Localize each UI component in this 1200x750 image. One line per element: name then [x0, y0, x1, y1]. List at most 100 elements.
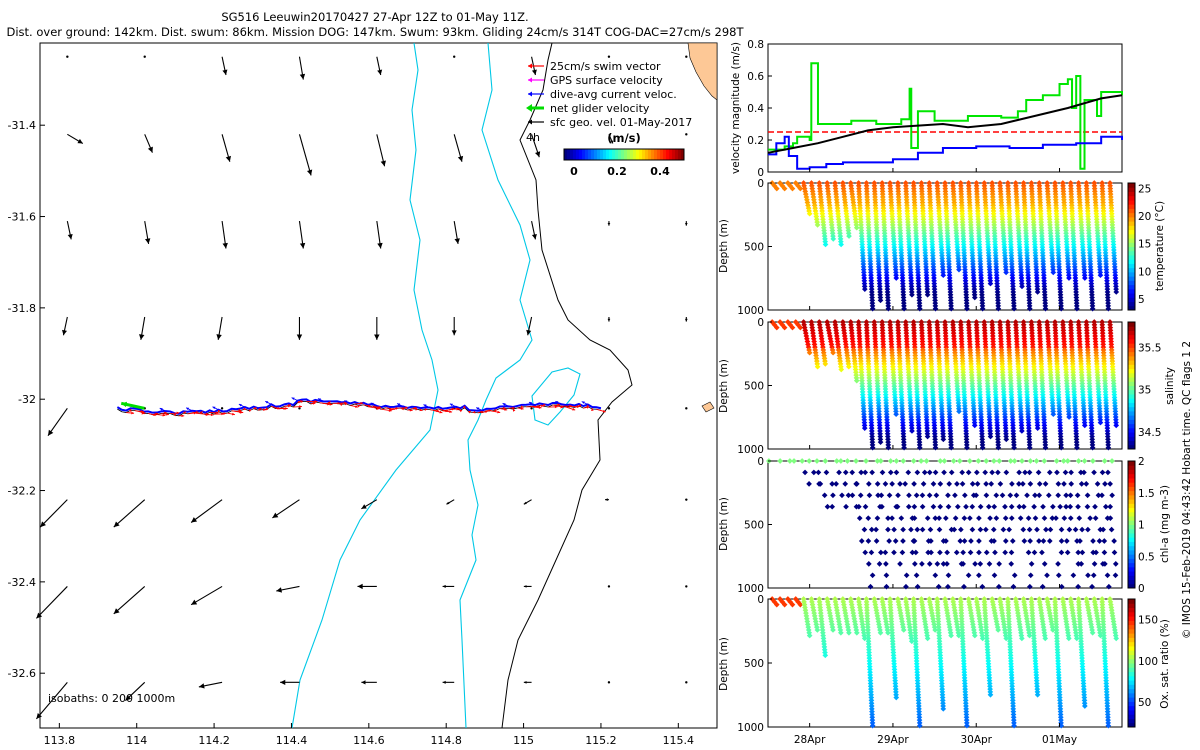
cbar-swatch — [633, 149, 637, 160]
oxygen-section-cbar-swatch — [1128, 680, 1135, 685]
current-arrow — [221, 56, 228, 76]
profile-point — [924, 291, 931, 298]
oxygen-section-cbar-swatch — [1128, 650, 1135, 655]
oxygen-section-cbar-swatch — [1128, 654, 1135, 660]
dac-vector — [370, 402, 377, 407]
map-xtick-label: 115 — [513, 734, 534, 747]
profile-point — [885, 305, 892, 312]
cbar-swatch — [609, 149, 613, 160]
current-arrow — [357, 583, 377, 590]
swim-vector — [462, 405, 466, 410]
swim-vector — [586, 404, 590, 408]
dac-vector — [291, 397, 298, 402]
chla-section-cbar-tick: 1 — [1138, 520, 1145, 532]
current-dot — [607, 407, 611, 410]
oxygen-section-cbar-swatch — [1128, 688, 1135, 694]
swim-vector — [238, 408, 242, 412]
velocity-series-0 — [768, 62, 1123, 170]
current-dot — [607, 585, 611, 588]
current-arrow — [39, 499, 68, 528]
swim-vector — [543, 403, 546, 407]
profile-point — [822, 241, 829, 248]
swim-vector — [415, 407, 418, 411]
current-arrow — [198, 681, 223, 689]
cbar-swatch — [588, 149, 592, 160]
dac-vector — [212, 406, 219, 411]
oxygen-section-ytick-label: 1000 — [737, 722, 764, 734]
current-arrow — [298, 56, 306, 80]
swim-vector — [139, 409, 144, 413]
cbar-swatch — [627, 149, 631, 160]
cbar-swatch — [606, 149, 610, 160]
header-line-1: SG516 Leeuwin20170427 27-Apr 12Z to 01-M… — [221, 10, 528, 24]
salinity-section-cbar-swatch — [1128, 427, 1135, 433]
legend-dac-head — [528, 91, 532, 97]
chla-section-cbar-swatch — [1128, 482, 1135, 487]
chla-section-cbar-swatch — [1128, 469, 1135, 475]
temp-cbar-label: temperature (°C) — [1154, 201, 1166, 291]
swim-vector — [248, 409, 252, 413]
profile-sections: 050010005101520250500100034.53535.505001… — [737, 178, 1161, 746]
vel-ytick-label: 0.4 — [747, 103, 764, 115]
swim-vector — [534, 406, 542, 409]
cbar-swatch — [603, 149, 607, 160]
legend-net-head — [526, 104, 532, 112]
swim-vector — [561, 404, 573, 408]
profile-point — [909, 291, 915, 298]
temperature-section-ytick-label: 1000 — [737, 305, 764, 317]
swim-vector — [490, 410, 501, 414]
chla-section-cbar-tick: 1.5 — [1138, 488, 1155, 500]
chla-section-cbar-swatch — [1128, 494, 1135, 500]
cbar-swatch — [612, 149, 616, 160]
current-arrow — [67, 133, 84, 144]
map-xtick-label: 114 — [126, 734, 147, 747]
chla-section-frame — [767, 460, 1123, 589]
net-velocity-arrow — [120, 401, 145, 410]
chla-section-cbar-swatch — [1128, 541, 1135, 547]
current-arrow — [113, 586, 146, 615]
time-tick-label: 30Apr — [960, 734, 992, 746]
salinity-section-cbar-swatch — [1128, 436, 1135, 442]
oxygen-section-cbar-swatch — [1128, 603, 1135, 609]
temperature-section-cbar-swatch — [1128, 293, 1135, 298]
profile-point — [995, 305, 1002, 312]
cbar-swatch — [582, 149, 586, 160]
profile-point — [916, 305, 923, 312]
credit-line: © IMOS 15-Feb-2019 04:43:42 Hobart time.… — [1181, 341, 1193, 639]
chla-section-cbar-swatch — [1128, 477, 1135, 483]
oxygen-section-cbar-swatch — [1128, 663, 1135, 668]
swim-vector — [199, 410, 203, 415]
profile-point — [932, 305, 939, 312]
salinity-section-cbar-swatch — [1128, 355, 1135, 361]
swim-vector — [512, 408, 516, 412]
current-arrow — [47, 408, 68, 437]
salinity-section-cbar-swatch — [1128, 419, 1135, 425]
temperature-section-cbar-swatch — [1128, 183, 1135, 188]
chla-section-cbar-swatch — [1128, 575, 1135, 581]
current-arrow — [221, 221, 228, 249]
current-arrow — [526, 316, 533, 336]
swim-vector — [442, 410, 453, 414]
velocity-series — [767, 62, 1123, 170]
temperature-section-cbar-swatch — [1128, 216, 1135, 222]
cbar-swatch — [615, 149, 619, 160]
swim-vector — [565, 406, 576, 411]
map-cbar-tick-2: 0.4 — [650, 165, 670, 178]
salinity-section-cbar-tick: 35.5 — [1138, 342, 1161, 354]
salinity-section-cbar-swatch — [1128, 385, 1135, 391]
cbar-swatch — [573, 149, 577, 160]
map-xtick-label: 114.2 — [198, 734, 230, 747]
map-xtick-label: 115.2 — [585, 734, 617, 747]
oxygen-section-cbar-tick: 150 — [1138, 615, 1158, 627]
salinity-section-cbar-swatch — [1128, 423, 1135, 429]
profile-point — [940, 272, 947, 279]
current-arrow — [62, 316, 68, 336]
temperature-section-cbar-swatch — [1128, 242, 1135, 247]
temp-ylabel: Depth (m) — [718, 219, 730, 273]
swim-vector — [265, 407, 269, 411]
swim-vector — [424, 408, 428, 411]
swim-vector — [339, 403, 343, 407]
temperature-section-cbar-tick: 10 — [1138, 266, 1151, 278]
swim-vector — [192, 410, 199, 414]
